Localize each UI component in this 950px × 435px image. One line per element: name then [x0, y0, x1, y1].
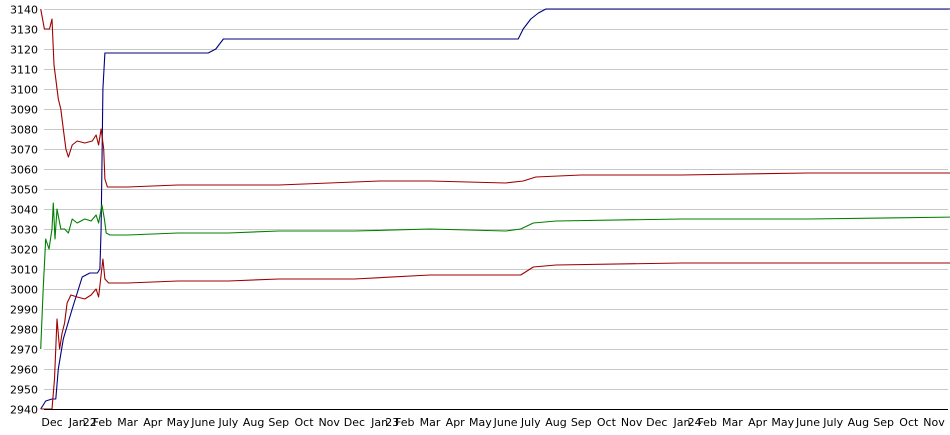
x-tick-label: Dec [41, 416, 62, 429]
x-tick-label: Oct [899, 416, 919, 429]
x-tick-label: Sep [571, 416, 592, 429]
series-line-1 [40, 8, 950, 410]
series-line-3 [40, 202, 950, 350]
x-tick-label: Sep [268, 416, 289, 429]
x-tick-label: Nov [621, 416, 643, 429]
x-tick-label: Sep [873, 416, 894, 429]
x-tick-label: May [771, 416, 794, 429]
x-tick-label: Feb [395, 416, 414, 429]
y-tick-label: 3030 [10, 224, 38, 237]
x-tick-label: Dec [344, 416, 365, 429]
x-tick-label: June [190, 416, 215, 429]
x-tick-label: May [469, 416, 492, 429]
x-tick-label: Aug [243, 416, 264, 429]
x-tick-label: July [218, 416, 239, 429]
y-tick-label: 3000 [10, 284, 38, 297]
x-tick-label: Mar [722, 416, 743, 429]
x-tick-label: Nov [318, 416, 340, 429]
y-tick-label: 3110 [10, 64, 38, 77]
x-tick-label: Nov [923, 416, 945, 429]
y-tick-label: 3140 [10, 4, 38, 17]
x-tick-label: 23 [385, 416, 399, 429]
series-line-4 [40, 258, 950, 410]
x-tick-label: Apr [748, 416, 768, 429]
x-tick-label: Mar [117, 416, 138, 429]
y-tick-label: 3050 [10, 184, 38, 197]
y-tick-label: 3120 [10, 44, 38, 57]
x-tick-label: Aug [545, 416, 566, 429]
y-tick-label: 3060 [10, 164, 38, 177]
grid-lines [44, 9, 948, 410]
y-tick-label: 3100 [10, 84, 38, 97]
x-tick-label: Jan [673, 416, 691, 429]
y-tick-label: 2980 [10, 324, 38, 337]
x-tick-label: July [520, 416, 541, 429]
x-tick-label: Feb [93, 416, 112, 429]
y-tick-label: 2950 [10, 384, 38, 397]
x-tick-label: July [822, 416, 843, 429]
x-tick-label: Oct [597, 416, 617, 429]
x-tick-label: May [167, 416, 190, 429]
x-tick-label: Jan [68, 416, 86, 429]
y-tick-label: 3090 [10, 104, 38, 117]
y-tick-label: 2990 [10, 304, 38, 317]
x-tick-label: 24 [688, 416, 702, 429]
y-tick-label: 3070 [10, 144, 38, 157]
series-lines [40, 8, 950, 410]
y-tick-label: 3130 [10, 24, 38, 37]
y-tick-label: 2970 [10, 344, 38, 357]
x-tick-label: Apr [143, 416, 163, 429]
x-tick-label: Apr [446, 416, 466, 429]
y-tick-label: 3020 [10, 244, 38, 257]
y-tick-label: 3040 [10, 204, 38, 217]
series-line-2 [40, 8, 950, 188]
x-tick-label: Aug [848, 416, 869, 429]
x-tick-label: Feb [697, 416, 716, 429]
x-tick-label: Dec [646, 416, 667, 429]
x-tick-label: June [795, 416, 820, 429]
y-tick-label: 2940 [10, 404, 38, 417]
x-tick-label: Oct [294, 416, 314, 429]
x-tick-label: Mar [420, 416, 441, 429]
y-tick-label: 2960 [10, 364, 38, 377]
x-tick-label: Jan [370, 416, 388, 429]
y-tick-label: 3010 [10, 264, 38, 277]
y-tick-label: 3080 [10, 124, 38, 137]
x-tick-label: June [493, 416, 518, 429]
y-axis-tick-labels: 2940 2950 2960 2970 2980 2990 3000 3010 3020 3030… [10, 4, 38, 417]
x-tick-label: 22 [83, 416, 97, 429]
